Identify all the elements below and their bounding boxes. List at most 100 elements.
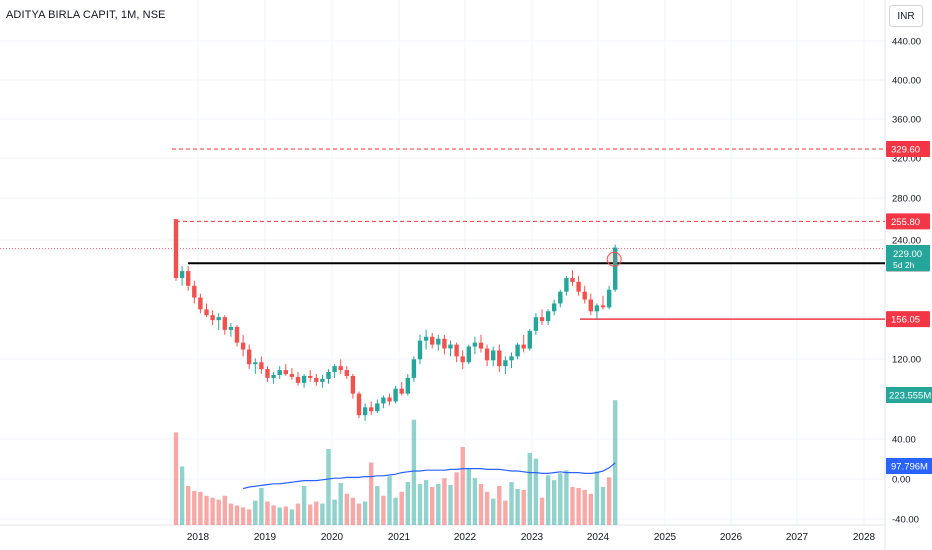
candle-body [588,299,593,312]
volume-ma-line [242,462,616,490]
volume-bar [576,487,581,525]
candle-body [247,349,252,365]
candle-body [570,277,575,282]
volume-bar [393,497,398,525]
volume-bar [283,506,288,525]
last-price-label: 229.00 [893,249,922,260]
candle-body [545,311,551,322]
volume-ma-label: 97.796M [891,462,928,473]
volume-bar [265,501,270,525]
candle-body [240,342,246,350]
volume-bar [253,500,258,525]
candle-body [332,366,337,373]
volume-bar [326,448,331,525]
x-tick-label: 2024 [587,532,610,543]
x-tick-label: 2027 [786,532,809,543]
y-tick-label: 440.00 [892,37,921,48]
candle-body [259,362,264,370]
volume-bar [491,498,496,525]
x-tick-label: 2018 [187,532,210,543]
candle-body [173,219,179,278]
volume-bar [570,486,575,525]
volume-badge: 223.555M [886,387,932,403]
volume-bar [436,484,441,525]
volume-bar [533,458,539,525]
volume-bar [247,509,252,525]
volume-bar [613,400,618,525]
volume-bar [344,493,349,525]
candle-body [369,407,374,412]
candle-body [234,326,240,343]
x-tick-label: 2026 [720,532,743,543]
price-level-badge: 156.05 [886,311,930,328]
volume-bar [234,505,240,525]
last-price-badge-bg [886,245,930,271]
countdown-label: 5d 2h [893,260,915,270]
x-tick-label: 2019 [254,532,277,543]
y-tick-label: 360.00 [892,115,921,126]
candle-body [216,317,221,321]
volume-bar [186,486,191,525]
volume-bar [198,491,203,525]
candle-body [497,350,502,367]
candle-body [362,407,368,416]
candle-body [539,317,545,322]
candle-body [460,356,465,363]
volume-bar [582,489,587,525]
candle-body [381,397,386,404]
volume-bar [503,500,508,525]
candle-body [210,315,215,321]
price-level-badge: 329.60 [886,140,930,157]
candle-body [515,344,520,357]
candle-body [253,362,258,365]
x-tick-label: 2022 [454,532,477,543]
candle-body [179,271,185,278]
candle-body [454,344,459,357]
price-levels [172,148,885,320]
candle-body [271,374,276,378]
volume-bars [173,400,618,525]
volume-bar [301,486,307,525]
volume-bar [466,468,471,525]
volume-bar [222,495,227,525]
candle-body [558,291,563,304]
volume-bar [527,452,532,525]
volume-bar [594,471,600,525]
candle-body [186,271,191,286]
candle-body [552,303,557,312]
candle-body [600,305,606,308]
candle-body [308,375,313,378]
breakout-marker [606,251,622,267]
y-tick-label: 240.00 [892,236,921,247]
volume-bar [277,507,282,525]
price-level-badge-bg [886,213,930,230]
x-tick-label: 2025 [654,532,677,543]
x-tick-label: 2023 [521,532,544,543]
candle-body [399,388,404,394]
volume-label: 223.555M [889,391,931,402]
y-tick-label: 280.00 [892,194,921,205]
volume-bar [179,466,185,525]
chart-title: ADITYA BIRLA CAPIT, 1M, NSE [6,9,166,21]
currency-button[interactable]: INR [889,5,923,27]
volume-bar [484,491,490,525]
candle-body [301,375,307,383]
candle-body [314,377,319,382]
volume-bar [240,507,246,525]
volume-bar [362,501,368,525]
candle-body [320,378,325,382]
volume-bar [228,503,234,525]
candle-body [222,317,227,330]
volume-bar [564,470,569,525]
volume-bar [387,476,392,525]
volume-bar [210,497,215,525]
volume-bar [521,489,526,525]
volume-bar [405,482,410,525]
volume-bar [600,486,606,525]
volume-bar [289,509,295,525]
candle-body [533,317,539,331]
candle-body [423,336,429,341]
volume-bar [375,486,380,525]
price-level-label: 255.80 [891,217,920,228]
